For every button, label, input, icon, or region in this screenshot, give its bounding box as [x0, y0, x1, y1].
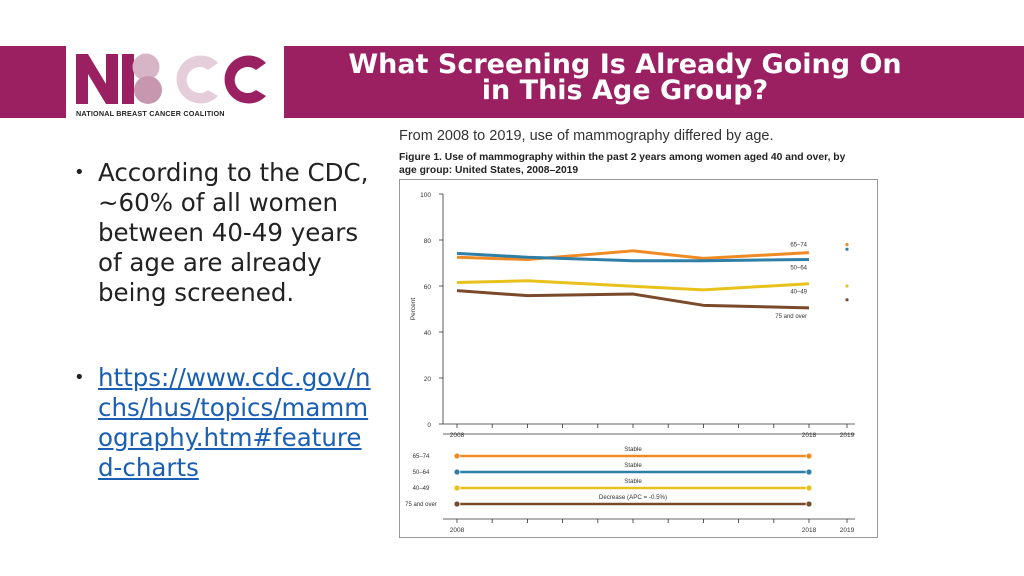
trend-status-label: Stable — [624, 446, 642, 453]
x-tick-label: 2018 — [802, 432, 817, 439]
title-line-2: in This Age Group? — [481, 75, 769, 106]
trend-x-tick-label: 2018 — [802, 527, 817, 534]
trend-row-label: 65–74 — [413, 454, 430, 460]
trend-end-point — [805, 452, 813, 460]
trend-row-label: 75 and over — [405, 502, 437, 508]
trend-row-label: 50–64 — [413, 470, 430, 476]
trend-end-point — [805, 468, 813, 476]
y-tick-label: 0 — [427, 422, 431, 429]
trend-status-label: Stable — [624, 462, 642, 469]
trend-end-point — [805, 484, 813, 492]
y-tick-label: 100 — [420, 192, 431, 199]
y-tick-label: 80 — [424, 238, 432, 245]
trend-end-point — [805, 500, 813, 508]
point-2019 — [845, 243, 849, 247]
mammography-chart: 0 20 40 60 80 100 Percent 2008 2018 2019 65–74 50–6… — [399, 179, 878, 538]
x-tick-label: 2019 — [840, 432, 855, 439]
trend-start-point — [453, 468, 461, 476]
trend-status-label: Stable — [624, 478, 642, 485]
trend-status-label: Decrease (APC = -0.5%) — [599, 494, 667, 501]
trend-panel: 2008 2018 2019 65–74 Stable 50–64 Stable 40–49 S… — [405, 433, 855, 534]
series-line — [456, 289, 810, 310]
line-plot: 0 20 40 60 80 100 Percent 2008 2018 2019 65–74 50–6… — [410, 192, 855, 439]
point-2019 — [845, 284, 849, 288]
y-axis-label: Percent — [410, 298, 417, 321]
series-label: 50–64 — [790, 266, 807, 272]
cdc-link[interactable]: https://www.cdc.gov/nchs/hus/topics/mamm… — [98, 363, 371, 482]
point-2019 — [845, 247, 849, 251]
series-line — [456, 249, 810, 262]
nbcc-logo-mark — [76, 53, 266, 104]
trend-start-point — [453, 452, 461, 460]
y-tick-label: 40 — [424, 330, 432, 337]
y-tick-label: 20 — [424, 376, 432, 383]
series-line — [456, 251, 810, 263]
nbcc-logo: NATIONAL BREAST CANCER COALITION — [66, 46, 284, 120]
bullet-dot: • — [74, 367, 85, 388]
x-tick-label: 2008 — [450, 432, 465, 439]
trend-x-tick-label: 2019 — [840, 527, 855, 534]
series-label: 75 and over — [775, 314, 807, 320]
title-line-1: What Screening Is Already Going On — [348, 49, 902, 80]
figure-caption: Figure 1. Use of mammography within the … — [399, 152, 846, 176]
bullet-dot: • — [74, 162, 85, 183]
trend-start-point — [453, 500, 461, 508]
series-label: 40–49 — [790, 290, 807, 296]
bullet-cdc-statement: • According to the CDC, ~60% of all wome… — [74, 158, 374, 308]
page-title: What Screening Is Already Going On in Th… — [300, 49, 950, 106]
trend-row-label: 40–49 — [413, 486, 430, 492]
y-tick-label: 60 — [424, 284, 432, 291]
series-line — [456, 279, 810, 292]
logo-subtitle: NATIONAL BREAST CANCER COALITION — [76, 109, 225, 118]
bullet-list: • According to the CDC, ~60% of all wome… — [74, 158, 374, 483]
chart-frame — [399, 179, 878, 538]
trend-x-tick-label: 2008 — [450, 527, 465, 534]
bullet-link-item: • https://www.cdc.gov/nchs/hus/topics/ma… — [74, 363, 374, 483]
trend-start-point — [453, 484, 461, 492]
point-2019 — [845, 298, 849, 302]
bullet-text: According to the CDC, ~60% of all women … — [98, 158, 369, 307]
figure-heading: From 2008 to 2019, use of mammography di… — [399, 128, 774, 144]
series-label: 65–74 — [790, 243, 807, 249]
